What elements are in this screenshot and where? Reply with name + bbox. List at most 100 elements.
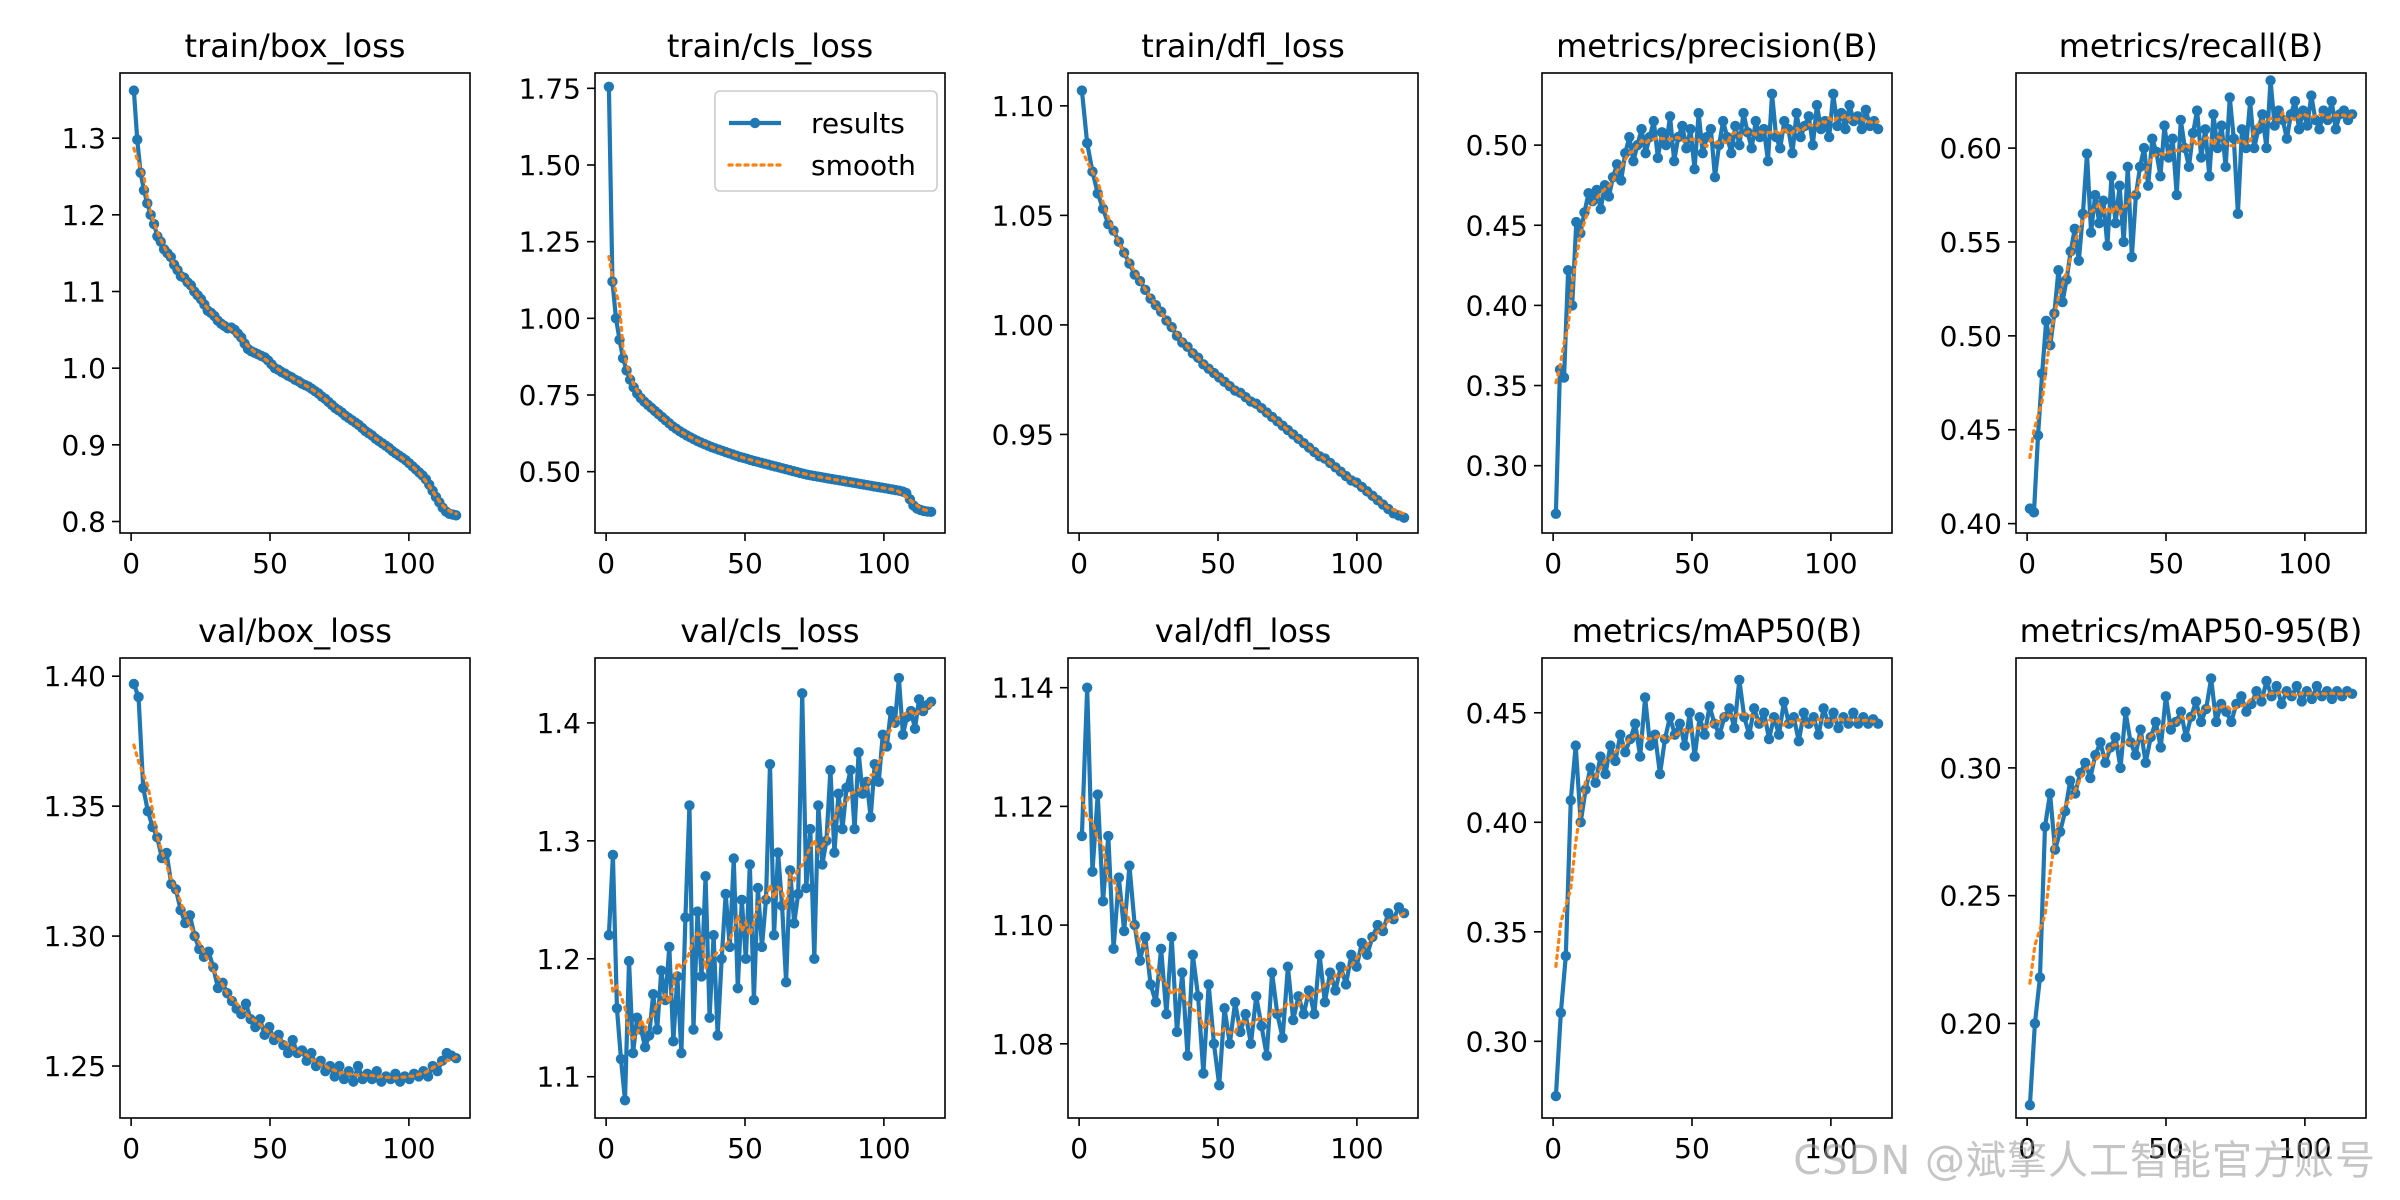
results-point [1808,711,1819,723]
results-point [2122,161,2133,173]
results-point [1660,139,1672,151]
results-point [2028,507,2040,518]
results-point [1815,123,1827,135]
results-point [133,691,144,703]
results-point [1092,789,1103,800]
results-point [627,1047,639,1059]
x-tick-label: 50 [2148,1132,2184,1165]
plot-area [128,678,462,1087]
results-point [647,988,659,1000]
results-point [1656,127,1668,138]
results-point [1245,1038,1257,1050]
results-point [849,823,860,835]
results-point [273,1029,284,1041]
results-point [631,1012,643,1023]
results-point [1744,729,1755,740]
x-tick-label: 100 [1804,1132,1857,1165]
results-point [1811,99,1823,111]
results-point [1689,751,1700,762]
results-point [925,506,937,518]
results-point [1558,372,1570,383]
results-point [2150,716,2161,728]
results-point [2318,105,2329,116]
results-point [768,929,780,941]
results-point [1748,703,1760,714]
results-point [2212,142,2223,154]
x-tick-label: 50 [1674,1132,1710,1165]
results-point [1585,762,1596,773]
results-point [1611,159,1623,170]
results-point [2330,124,2341,135]
x-tick-label: 50 [1200,1132,1236,1165]
results-point [909,723,921,734]
subplot-title: metrics/mAP50-95(B) [2020,612,2363,650]
results-point [1795,131,1806,143]
results-point [2240,142,2252,154]
results-point [1620,746,1631,758]
results-point [329,1071,340,1082]
results-point [1628,155,1639,167]
results-point [720,888,731,900]
results-point [748,994,760,1006]
legend-results-marker [749,117,761,129]
results-point [2338,105,2350,116]
x-tick-label: 0 [122,1132,140,1165]
results-point [1229,997,1241,1008]
results-point [2029,1018,2041,1029]
results-point [2032,430,2044,441]
results-point [1555,1007,1567,1019]
y-tick-label: 1.2 [61,199,106,232]
x-tick-label: 100 [2278,547,2331,580]
results-point [1787,147,1798,159]
x-tick-label: 0 [1544,1132,1562,1165]
results-point [744,859,756,870]
axes-frame [1067,72,1419,534]
results-point [1282,961,1294,972]
results-point [1251,991,1262,1002]
results-point [704,1012,715,1023]
results-point [1615,175,1627,186]
results-point [2208,109,2219,120]
results-point [371,1066,382,1077]
results-point [2180,732,2192,743]
results-point [2265,75,2276,86]
results-point [1113,872,1125,883]
results-point [792,888,804,900]
results-point [1758,707,1770,718]
results-point [1600,768,1611,780]
results-point [2306,693,2318,705]
y-tick-label: 0.75 [519,379,581,412]
plot-area [1076,85,1410,523]
y-tick-label: 1.05 [992,199,1054,232]
results-point [692,906,703,917]
axes-frame [2015,657,2367,1119]
results-point [801,882,812,894]
results-point [1766,88,1778,100]
x-tick-label: 50 [727,547,763,580]
subplot-val-dfl-loss: val/dfl_loss 0 50 100 1.08 1.10 1.12 1.14 [992,612,1419,1165]
results-point [2057,296,2068,308]
results-point [352,1060,364,1072]
results-point [696,971,707,982]
results-point [1124,860,1135,871]
results-point [2138,142,2150,154]
results-point [1097,896,1109,907]
axes-frame [594,72,946,534]
results-point [2293,124,2305,135]
axes-frame [1067,657,1419,1119]
results-point [817,859,828,870]
results-point [1779,115,1790,127]
results-point [1335,961,1346,972]
results-point [2276,698,2287,710]
results-line [131,90,457,518]
y-tick-label: 1.00 [519,302,581,335]
results-point [1150,997,1162,1008]
results-point [1634,751,1646,762]
results-point [194,943,205,955]
results-point [1155,943,1167,955]
results-point [1750,115,1761,127]
results-point [1648,115,1659,127]
x-tick-label: 0 [597,547,615,580]
x-tick-label: 100 [1330,547,1383,580]
results-point [1361,949,1373,960]
